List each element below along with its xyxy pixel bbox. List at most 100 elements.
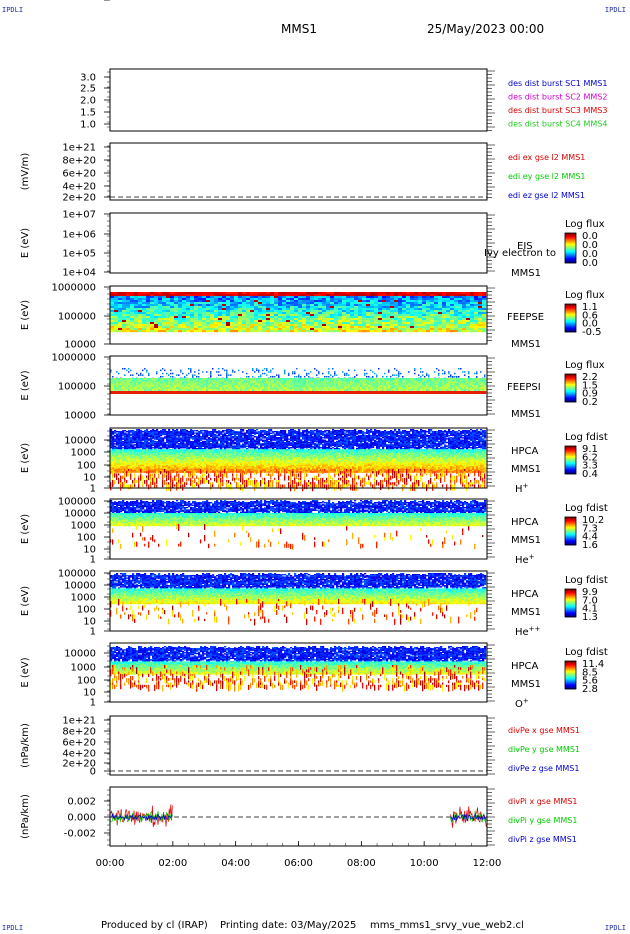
pixel: [126, 304, 130, 306]
pixel: [318, 312, 322, 314]
pixel: [374, 300, 378, 302]
pixel: [118, 382, 120, 384]
pixel: [258, 320, 262, 322]
pixel: [166, 308, 170, 310]
pixel: [214, 302, 218, 304]
pixel: [114, 320, 118, 322]
legend-entry: des dist burst SC3 MMS3: [508, 106, 607, 115]
pixel: [274, 294, 278, 296]
pixel: [438, 298, 442, 300]
pixel: [150, 330, 154, 332]
pixel: [330, 316, 334, 318]
pixel: [286, 326, 290, 328]
pixel: [358, 314, 362, 316]
pixel: [314, 320, 318, 322]
pixel: [174, 324, 178, 326]
pixel: [478, 310, 482, 312]
pixel: [318, 326, 322, 328]
pixel: [462, 320, 466, 322]
pixel: [322, 300, 326, 302]
pixel: [118, 320, 122, 322]
pixel: [290, 292, 294, 294]
pixel: [206, 306, 210, 308]
pixel: [430, 330, 434, 332]
pixel: [358, 294, 362, 296]
pixel: [110, 328, 114, 330]
pixel: [142, 322, 146, 324]
pixel: [166, 382, 168, 384]
pixel: [238, 312, 242, 314]
pixel: [266, 312, 270, 314]
pixel: [478, 302, 482, 304]
pixel: [294, 322, 298, 324]
pixel: [242, 312, 246, 314]
pixel: [358, 318, 362, 320]
pixel: [230, 320, 234, 322]
pixel: [314, 312, 318, 314]
pixel: [270, 318, 274, 320]
pixel: [290, 312, 294, 314]
pixel: [286, 328, 290, 330]
pixel: [310, 326, 314, 328]
pixel: [346, 300, 350, 302]
pixel: [426, 318, 430, 320]
pixel: [286, 304, 290, 306]
pixel: [226, 324, 230, 326]
pixel: [124, 389, 126, 391]
pixel: [132, 383, 134, 385]
pixel: [116, 385, 118, 387]
pixel: [346, 314, 350, 316]
pixel: [438, 322, 442, 324]
pixel: [354, 308, 358, 310]
pixel: [182, 292, 186, 294]
pixel: [322, 302, 326, 304]
pixel: [202, 316, 206, 318]
pixel: [470, 296, 474, 298]
pixel: [262, 294, 266, 296]
pixel: [290, 324, 294, 326]
pixel: [150, 389, 152, 391]
pixel: [426, 320, 430, 322]
pixel: [406, 312, 410, 314]
pixel: [112, 376, 114, 378]
pixel: [158, 304, 162, 306]
pixel: [362, 294, 366, 296]
pixel: [394, 324, 398, 326]
pixel: [318, 318, 322, 320]
pixel: [258, 312, 262, 314]
pixel: [482, 322, 486, 324]
pixel: [118, 378, 120, 380]
pixel: [130, 380, 132, 382]
pixel: [148, 391, 150, 394]
pixel: [170, 391, 172, 394]
pixel: [286, 306, 290, 308]
pixel: [274, 326, 278, 328]
pixel: [218, 326, 222, 328]
pixel: [402, 294, 406, 296]
pixel: [410, 324, 414, 326]
pixel: [110, 330, 114, 332]
pixel: [274, 320, 278, 322]
pixel: [330, 308, 334, 310]
pixel: [170, 373, 172, 375]
pixel: [150, 324, 154, 326]
pixel: [434, 304, 438, 306]
pixel: [154, 316, 158, 318]
pixel: [270, 296, 274, 298]
pixel: [382, 326, 386, 328]
pixel: [222, 316, 226, 318]
pixel: [402, 322, 406, 324]
pixel: [350, 296, 354, 298]
pixel: [410, 302, 414, 304]
pixel: [242, 320, 246, 322]
pixel: [154, 330, 158, 332]
pixel: [146, 320, 150, 322]
pixel: [286, 320, 290, 322]
pixel: [278, 298, 282, 300]
pixel: [230, 328, 234, 330]
pixel: [398, 312, 402, 314]
pixel: [170, 383, 172, 385]
pixel: [438, 294, 442, 296]
pixel: [418, 314, 422, 316]
pixel: [462, 292, 466, 294]
